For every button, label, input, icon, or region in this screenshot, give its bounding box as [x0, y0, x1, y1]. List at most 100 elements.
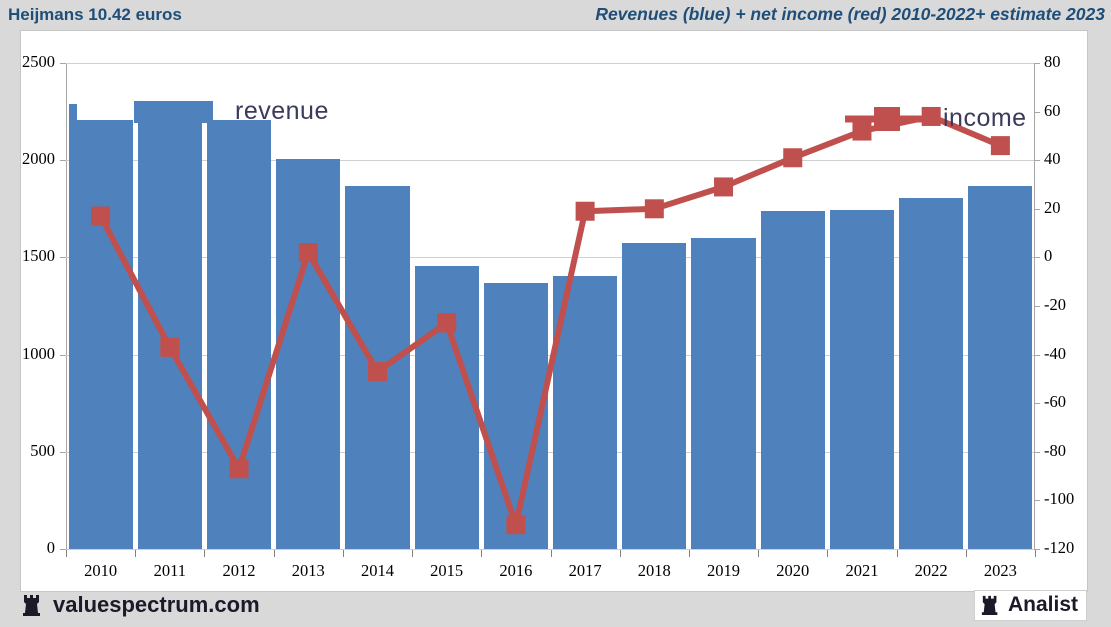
x-axis-tick-label: 2016	[499, 561, 533, 580]
legend-revenue-label: revenue	[235, 97, 329, 125]
income-marker-2011	[160, 337, 180, 357]
axis-tick	[1034, 451, 1040, 453]
bar-2021	[829, 209, 895, 549]
left-axis-tick-label: 2500	[22, 52, 55, 71]
chart-header: Heijmans 10.42 euros Revenues (blue) + n…	[0, 0, 1111, 28]
axis-tick	[60, 451, 66, 453]
income-marker-2017	[575, 201, 595, 221]
bar-2015	[414, 266, 479, 549]
income-marker-2023	[990, 136, 1010, 156]
income-marker-2016	[506, 515, 526, 535]
x-axis-tick-label: 2015	[430, 561, 464, 580]
axis-tick	[135, 550, 137, 557]
bar-2022	[899, 198, 964, 549]
line-series-income	[91, 106, 1010, 535]
axis-tick	[1034, 208, 1040, 210]
right-axis-tick-label: 0	[1044, 246, 1053, 266]
gridline	[66, 63, 1035, 64]
axis-tick	[896, 550, 898, 557]
chart-panel: 0 500 1000 1500 2000 2500 -120 -100 -80 -60 -40 -2…	[20, 30, 1088, 592]
x-axis-tick-label: 2011	[153, 561, 186, 580]
left-axis-tick-label: 0	[46, 538, 55, 557]
axis-tick	[1034, 500, 1040, 502]
right-axis-tick-label: 40	[1044, 149, 1061, 169]
legend-income-label: income	[943, 104, 1027, 132]
right-axis-tick-label: 20	[1044, 197, 1061, 217]
gridline	[66, 451, 1035, 453]
axis-tick	[60, 549, 66, 550]
right-axis-tick-label: -60	[1044, 392, 1066, 412]
chess-rook-icon	[981, 595, 998, 615]
axis-tick	[1034, 63, 1040, 64]
axis-tick	[619, 550, 621, 557]
axis-tick	[412, 550, 414, 557]
page-title: Heijmans 10.42 euros	[8, 5, 182, 24]
axis-tick	[1034, 160, 1040, 162]
right-axis-tick-label: -80	[1044, 440, 1066, 460]
left-axis-tick-label: 1500	[22, 246, 55, 266]
x-axis-tick-label: 2021	[845, 561, 879, 580]
axis-tick	[273, 550, 275, 557]
brand[interactable]: valuespectrum.com	[22, 592, 260, 618]
analist-badge[interactable]: Analist	[973, 590, 1087, 621]
axis-tick	[1034, 257, 1040, 259]
axis-tick	[60, 257, 66, 259]
axis-tick	[66, 550, 67, 557]
bar-2019	[691, 237, 756, 549]
right-axis-tick-label: -100	[1044, 489, 1075, 509]
income-marker-2012	[229, 459, 249, 479]
left-axis-line	[66, 63, 67, 550]
axis-tick	[1034, 549, 1040, 550]
gridline	[66, 160, 1035, 162]
axis-tick	[1034, 403, 1040, 405]
x-axis-tick-label: 2019	[707, 561, 741, 580]
left-axis-tick-label: 500	[30, 440, 55, 460]
axis-tick	[758, 550, 760, 557]
chart-title: Revenues (blue) + net income (red) 2010-…	[595, 4, 1105, 24]
right-axis-tick-label: -120	[1044, 538, 1075, 557]
x-axis-tick-label: 2013	[291, 561, 325, 580]
right-axis-tick-label: 80	[1044, 52, 1061, 71]
axis-tick	[827, 550, 829, 557]
income-marker-2015	[437, 313, 457, 333]
income-marker-2018	[644, 199, 664, 219]
left-axis-tick-label: 2000	[22, 149, 55, 169]
gridline	[66, 549, 1035, 550]
x-axis-tick-label: 2014	[360, 561, 394, 580]
legend-income-marker-icon	[845, 106, 931, 131]
axis-tick	[1034, 354, 1040, 356]
chart-footer: valuespectrum.com Analist	[0, 590, 1111, 627]
analist-label: Analist	[1007, 593, 1078, 616]
x-axis-tick-label: 2010	[84, 561, 118, 580]
axis-tick	[60, 354, 66, 356]
axis-tick	[60, 63, 66, 64]
bar-2020	[760, 210, 825, 549]
axis-tick	[1034, 111, 1040, 113]
axis-tick	[965, 550, 967, 557]
bar-2010	[68, 120, 133, 549]
axis-tick	[481, 550, 483, 557]
legend-revenue-swatch	[134, 100, 213, 123]
bar-2013	[276, 159, 341, 549]
axis-tick	[1034, 306, 1040, 307]
x-axis-tick-label: 2022	[914, 561, 948, 580]
bar-2011	[137, 120, 202, 549]
x-axis-tick-label: 2012	[222, 561, 256, 580]
plot-area	[60, 63, 1040, 557]
legend-revenue: revenue	[134, 97, 329, 126]
axis-tick	[550, 550, 552, 557]
gridline	[66, 257, 1035, 259]
x-axis-tick-label: 2018	[637, 561, 671, 580]
brand-label: valuespectrum.com	[53, 592, 260, 617]
right-axis-tick-label: 60	[1044, 100, 1061, 120]
bar-2010-edge-sliver	[68, 103, 77, 121]
income-marker-2010	[91, 206, 111, 226]
left-axis-tick-label: 1000	[22, 343, 55, 363]
axis-tick	[688, 550, 690, 557]
income-marker-2020	[783, 148, 803, 168]
right-axis-tick-label: -40	[1044, 343, 1066, 363]
income-marker-2019	[714, 177, 734, 197]
income-marker-2013	[298, 243, 318, 263]
axis-tick	[60, 160, 66, 162]
axis-tick	[204, 550, 206, 557]
